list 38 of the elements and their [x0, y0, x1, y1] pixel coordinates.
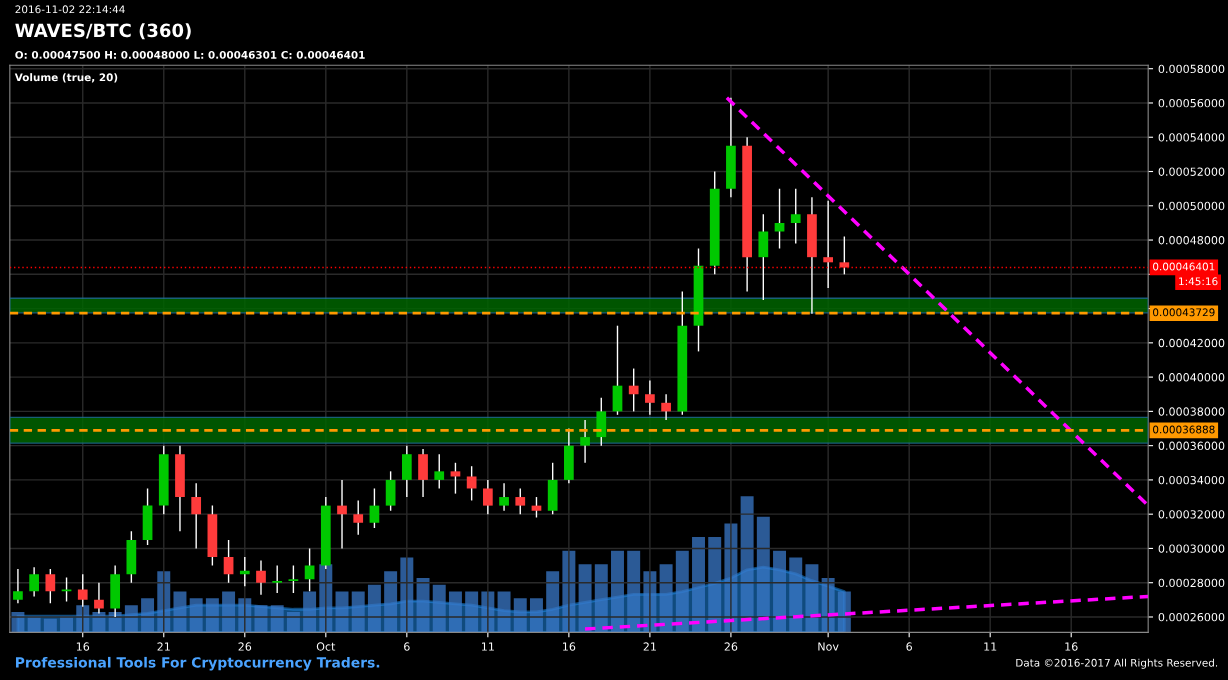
y-tick-label: 0.00030000	[1158, 544, 1225, 553]
annotation: Volume (true, 20)	[14, 73, 118, 83]
y-tick-label: 0.00034000	[1158, 475, 1225, 485]
x-tick-label: 16	[563, 642, 576, 651]
y-tick-label: 0.00028000	[1158, 578, 1225, 588]
y-tick-label: 0.00048000	[1158, 236, 1225, 245]
y-tick-label: 0.00056000	[1158, 98, 1225, 108]
ref-line-label: 0.00046401	[1153, 262, 1215, 271]
x-tick-label: Nov	[818, 642, 839, 651]
x-tick-label: 6	[404, 642, 410, 651]
y-tick-label: 0.00042000	[1158, 338, 1225, 348]
y-tick-label: 0.00038000	[1158, 407, 1225, 416]
ref-line-label: 0.00043729	[1153, 308, 1215, 317]
chart-title: WAVES/BTC (360)	[15, 23, 191, 40]
y-tick-label: 0.00052000	[1158, 167, 1225, 176]
x-tick-label: 16	[76, 642, 90, 651]
y-tick-label: 0.00054000	[1158, 133, 1225, 142]
y-tick-label: 0.00032000	[1158, 510, 1225, 519]
x-tick-label: 21	[643, 642, 656, 651]
x-tick-label: 6	[906, 642, 912, 651]
y-tick-label: 0.00040000	[1158, 373, 1225, 382]
ref-line-label: 0.00036888	[1153, 425, 1215, 434]
x-tick-label: 11	[984, 642, 997, 651]
text: 1:45:16	[1179, 277, 1218, 286]
text: O: 0.00047500 H: 0.00048000 L: 0.00046301 C: 0.00046401	[15, 50, 365, 59]
text: Data ©2016-2017 All Rights Reserved.	[1016, 658, 1218, 669]
y-tick-label: 0.00026000	[1158, 612, 1225, 622]
y-tick-label: 0.00050000	[1158, 201, 1225, 211]
y-tick-label: 0.00058000	[1158, 64, 1225, 74]
x-tick-label: 11	[482, 642, 494, 651]
x-tick-label: 26	[238, 642, 252, 651]
x-tick-label: 16	[1065, 642, 1078, 651]
x-tick-label: 21	[157, 642, 170, 651]
x-tick-label: 26	[724, 642, 738, 651]
x-tick-label: Oct	[316, 642, 336, 651]
text: 2016-11-02 22:14:44	[15, 5, 125, 14]
text: Professional Tools For Cryptocurrency Traders.	[16, 656, 380, 671]
y-tick-label: 0.00036000	[1158, 441, 1225, 451]
